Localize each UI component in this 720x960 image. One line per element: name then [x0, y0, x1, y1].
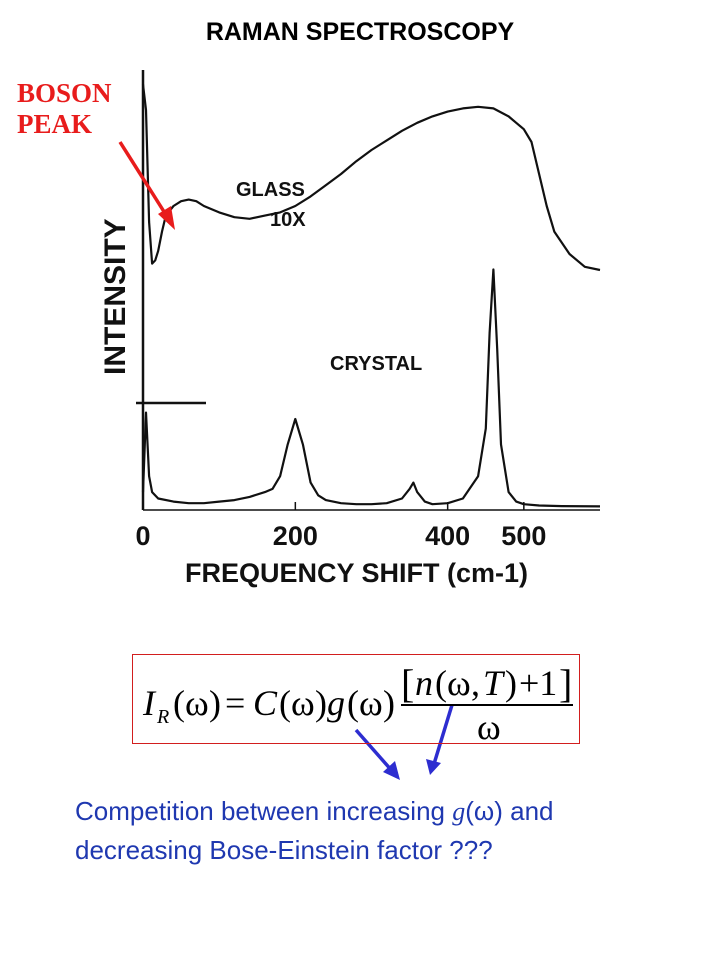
formula-denominator-omega: ω — [477, 707, 501, 745]
x-axis-label: FREQUENCY SHIFT (cm-1) — [185, 558, 528, 588]
formula-open-paren-2: ( — [279, 683, 291, 723]
caption-line1-post: and — [510, 796, 554, 826]
formula-C: C — [253, 683, 278, 723]
formula-omega-4: ω — [447, 663, 471, 703]
formula-open-paren-3: ( — [347, 683, 359, 723]
boson-peak-label: BOSON PEAK — [17, 78, 112, 140]
formula-plus-one: +1 — [519, 663, 557, 703]
formula-lhs-sub: R — [156, 706, 169, 728]
formula-close-paren-3: ) — [383, 683, 395, 723]
caption-line1-pre: Competition between increasing — [75, 796, 445, 826]
blue-arrow-right-head — [426, 759, 441, 775]
caption-text: Competition between increasing g(ω) and … — [75, 792, 675, 869]
slide-title: RAMAN SPECTROSCOPY — [205, 18, 515, 46]
crystal-series-label: CRYSTAL — [330, 353, 422, 375]
boson-peak-arrowhead — [158, 206, 175, 230]
formula-g: g — [327, 683, 345, 723]
formula-close-paren-4: ) — [505, 663, 517, 703]
formula-open-bracket: [ — [401, 661, 414, 706]
formula-equals: = — [225, 683, 245, 723]
boson-label-line2: PEAK — [17, 109, 93, 139]
formula-comma: , — [471, 663, 480, 703]
x-tick-label: 0 — [135, 521, 150, 551]
formula-close-paren-2: ) — [315, 683, 327, 723]
glass-scale-label: 10X — [270, 209, 306, 231]
blue-arrow-left — [354, 728, 395, 774]
blue-arrow-left-head — [383, 761, 400, 780]
y-axis-label: INTENSITY — [99, 218, 132, 375]
x-tick-label: 500 — [501, 521, 546, 551]
glass-spectrum-line — [141, 84, 601, 272]
tick-layer: 0 200 400 500 — [135, 502, 546, 551]
raman-formula: I R ( ω ) = C ( ω ) g ( ω ) [ n ( ω , T … — [142, 661, 573, 747]
boson-label-line1: BOSON — [17, 78, 112, 108]
boson-peak-arrow — [118, 141, 170, 219]
formula-omega-3: ω — [359, 683, 383, 723]
caption-line1: Competition between increasing g(ω) and — [75, 796, 554, 826]
formula-close-bracket: ] — [559, 661, 572, 706]
formula-open-paren-1: ( — [173, 683, 185, 723]
formula-n: n — [415, 663, 433, 703]
x-tick-label: 200 — [273, 521, 318, 551]
blue-arrow-right — [432, 704, 454, 765]
formula-lhs: I — [142, 683, 157, 723]
raman-formula-box: I R ( ω ) = C ( ω ) g ( ω ) [ n ( ω , T … — [132, 654, 580, 747]
formula-omega-2: ω — [291, 683, 315, 723]
x-tick-label: 400 — [425, 521, 470, 551]
crystal-spectrum-line — [141, 268, 601, 508]
formula-close-paren-1: ) — [209, 683, 221, 723]
formula-T: T — [483, 663, 506, 703]
glass-series-label: GLASS — [236, 179, 305, 201]
formula-omega-1: ω — [185, 683, 209, 723]
series-layer — [141, 84, 601, 508]
caption-omega: ω — [473, 796, 495, 826]
caption-line2: decreasing Bose-Einstein factor ??? — [75, 835, 493, 865]
caption-g: g — [452, 797, 466, 826]
formula-open-paren-4: ( — [435, 663, 447, 703]
